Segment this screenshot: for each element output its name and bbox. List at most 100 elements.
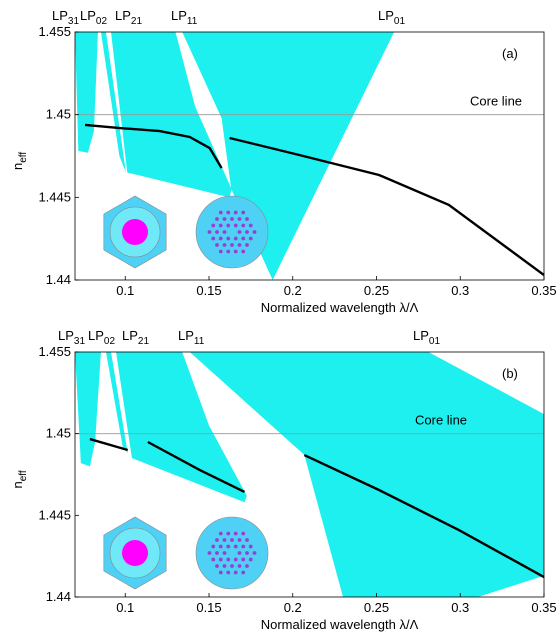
air-hole (215, 538, 219, 542)
y-tick-label: 1.455 (38, 344, 71, 359)
air-hole (234, 545, 238, 549)
air-hole (234, 224, 238, 228)
air-hole (226, 571, 230, 575)
mode-label-sub: 01 (394, 16, 406, 27)
air-hole (245, 564, 249, 568)
air-hole (249, 237, 253, 241)
air-hole (241, 558, 245, 562)
x-tick-label: 0.15 (196, 283, 221, 298)
air-hole (241, 237, 245, 241)
air-hole (219, 211, 223, 215)
mode-label-base: LP (115, 8, 131, 23)
y-axis-label: neff (10, 152, 29, 170)
air-hole (219, 250, 223, 254)
air-hole (208, 230, 212, 234)
air-hole (226, 211, 230, 215)
air-hole (234, 558, 238, 562)
air-hole (238, 551, 242, 555)
mode-label: LP21 (122, 328, 149, 347)
air-hole (238, 243, 242, 247)
air-hole (253, 551, 257, 555)
x-tick-label: 0.3 (451, 600, 469, 615)
air-hole (245, 243, 249, 247)
y-tick-label: 1.445 (38, 507, 71, 522)
mode-label-base: LP (171, 8, 187, 23)
fiber-cross-section (196, 196, 268, 268)
air-hole (219, 558, 223, 562)
air-hole (215, 551, 219, 555)
air-hole (215, 217, 219, 221)
air-hole (238, 564, 242, 568)
mode-label: LP11 (178, 328, 205, 347)
mode-label: LP11 (171, 8, 198, 27)
air-hole (238, 230, 242, 234)
air-hole (219, 532, 223, 536)
air-hole (245, 230, 249, 234)
page: Core line0.10.150.20.250.30.351.441.4451… (0, 0, 560, 639)
mode-label-base: LP (378, 8, 394, 23)
air-hole (223, 564, 227, 568)
air-hole (241, 211, 245, 215)
air-hole (230, 538, 234, 542)
mode-label-sub: 11 (187, 16, 198, 27)
mode-label-base: LP (52, 8, 68, 23)
air-hole (234, 532, 238, 536)
air-hole (223, 243, 227, 247)
mode-label-base: LP (122, 328, 138, 343)
air-hole (226, 558, 230, 562)
air-hole (226, 250, 230, 254)
y-tick-label: 1.44 (46, 272, 71, 287)
air-hole (238, 217, 242, 221)
core-line-label: Core line (470, 94, 522, 109)
air-hole (223, 217, 227, 221)
x-tick-label: 0.35 (531, 283, 556, 298)
x-tick-label: 0.2 (284, 600, 302, 615)
x-tick-label: 0.15 (196, 600, 221, 615)
air-hole (234, 250, 238, 254)
y-axis-label-base: n (10, 163, 25, 170)
air-hole (245, 538, 249, 542)
mode-label: LP02 (88, 328, 115, 347)
air-hole (219, 571, 223, 575)
x-axis-label: Normalized wavelength λ/Λ (261, 300, 419, 315)
mode-label-sub: 21 (131, 16, 143, 27)
air-hole (223, 538, 227, 542)
mode-label: LP02 (80, 8, 107, 27)
air-hole (219, 237, 223, 241)
air-hole (215, 230, 219, 234)
air-hole (241, 545, 245, 549)
mode-label: LP01 (378, 8, 405, 27)
air-hole (230, 564, 234, 568)
x-axis-label: Normalized wavelength λ/Λ (261, 617, 419, 632)
air-hole (234, 571, 238, 575)
figure: Core line0.10.150.20.250.30.351.441.4451… (0, 0, 560, 639)
air-hole (211, 558, 215, 562)
mode-label-sub: 21 (138, 336, 150, 347)
mode-label-sub: 11 (194, 336, 205, 347)
panel-label: (b) (502, 366, 518, 381)
y-axis-label-sub: eff (18, 152, 29, 163)
y-tick-label: 1.455 (38, 24, 71, 39)
mode-label-base: LP (413, 328, 429, 343)
air-hole (219, 224, 223, 228)
air-hole (219, 545, 223, 549)
x-tick-label: 0.25 (364, 600, 389, 615)
air-hole (208, 551, 212, 555)
air-hole (253, 230, 257, 234)
air-hole (249, 224, 253, 228)
air-hole (211, 545, 215, 549)
x-tick-label: 0.2 (284, 283, 302, 298)
y-axis-label: neff (10, 470, 29, 488)
core (122, 540, 148, 566)
mode-label-sub: 31 (68, 16, 80, 27)
air-hole (230, 243, 234, 247)
air-hole (241, 532, 245, 536)
fiber-cross-section (196, 517, 268, 589)
air-hole (226, 545, 230, 549)
mode-label: LP01 (413, 328, 440, 347)
y-axis-label-base: n (10, 481, 25, 488)
air-hole (234, 237, 238, 241)
mode-label-base: LP (80, 8, 96, 23)
air-hole (238, 538, 242, 542)
air-hole (241, 571, 245, 575)
